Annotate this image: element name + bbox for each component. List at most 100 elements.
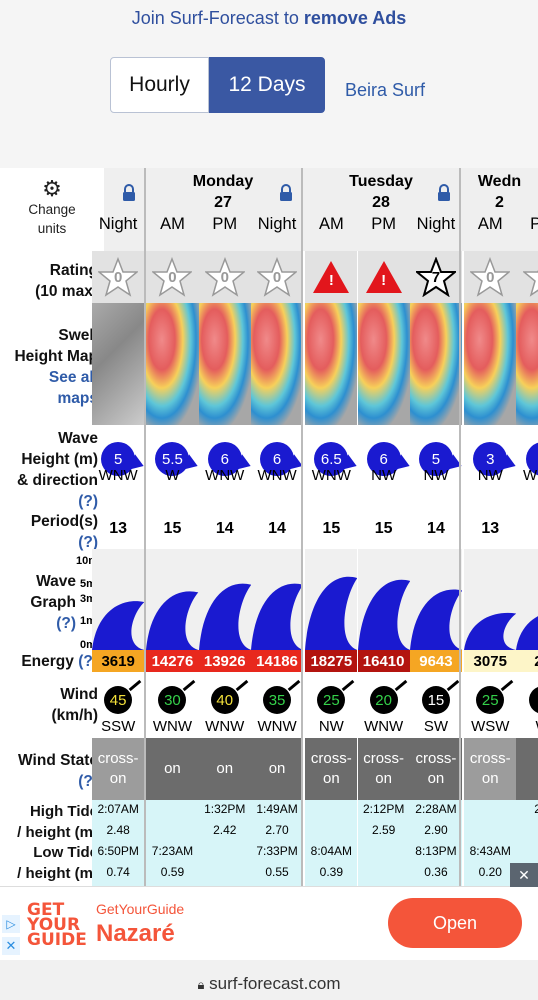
wind-cell: 35 WNW (251, 672, 303, 738)
lock-icon[interactable] (122, 184, 136, 202)
rating-cell[interactable]: 0 (516, 251, 538, 303)
swell-map-thumbnail[interactable] (146, 303, 199, 425)
tab-hourly[interactable]: Hourly (110, 57, 209, 113)
tide-value: 0.39 (319, 865, 344, 879)
ad-banner[interactable]: ▷ ✕ GET YOUR GUIDE GetYourGuide Nazaré Ope… (0, 863, 538, 960)
rating-value: 0 (113, 269, 123, 286)
wind-speed-value: 40 (216, 691, 234, 709)
rating-cell[interactable]: 0 (92, 251, 145, 303)
wind-state-value: cross- on (464, 738, 517, 800)
wave-graph-cell (92, 549, 145, 650)
address-bar[interactable]: 🔒︎ surf-forecast.com (0, 960, 538, 1000)
energy-label: Energy (?) (21, 653, 98, 670)
period-label: Night (416, 214, 456, 233)
swell-map-label: Swell Height Map (14, 327, 98, 365)
period-label: PM (212, 214, 238, 233)
wind-direction-label: WNW (152, 718, 193, 735)
lock-icon[interactable] (279, 184, 293, 202)
wave-help-link[interactable]: (?) (78, 493, 98, 510)
rating-cell[interactable]: 0 (198, 251, 251, 303)
star-icon: 0 (97, 256, 140, 297)
rating-cell[interactable]: 0 (464, 251, 517, 303)
ad-sponsor: GetYourGuide (96, 901, 185, 917)
period-value: 15 (322, 520, 341, 537)
tide-cell: 2:28AM 2.90 8:13PM 0.36 (409, 800, 463, 886)
tide-value: 8:43AM (469, 844, 511, 858)
wave-graph-cell (198, 549, 251, 650)
lock-icon[interactable] (437, 184, 451, 202)
swell-map-thumbnail[interactable] (516, 303, 538, 425)
swell-map-thumbnail[interactable] (92, 303, 145, 425)
period-label: AM (160, 214, 185, 233)
see-all-maps-link[interactable]: See all maps (48, 369, 98, 407)
star-icon: 0 (521, 257, 538, 297)
star-icon: 0 (255, 256, 299, 297)
period-value: 13 (481, 520, 500, 537)
ad-headline: Nazaré (96, 920, 175, 947)
wind-label: Wind (km/h) (51, 686, 99, 724)
wave-direction-icon: 5 (418, 442, 463, 476)
wave-graph-mark (250, 583, 304, 650)
spot-link[interactable]: Beira Surf (345, 80, 426, 100)
rating-cell[interactable]: 7 (409, 251, 463, 303)
wind-state-help-link[interactable]: (?) (78, 773, 98, 790)
rating-value: ! (328, 272, 334, 289)
period-label: AM (477, 214, 503, 233)
energy-value: 3075 (464, 650, 517, 672)
wind-state-value: cross- on (357, 738, 410, 800)
change-units-button[interactable]: ⚙ Change units (0, 168, 104, 251)
wind-speed-value: 35 (268, 691, 286, 709)
tide-value: 2:07AM (97, 802, 139, 816)
wind-direction-icon: 25 (476, 679, 514, 714)
join-link[interactable]: Join Surf-Forecast to remove Ads (0, 8, 538, 29)
wave-graph-help-link[interactable]: (?) (56, 615, 76, 632)
tide-value: 8:13PM (415, 844, 457, 858)
wave-cell: 6 WNW (251, 425, 304, 509)
forecast-column: Night 7 5 NW 14 9643 15 SW cross- on 2:28AM 2.90 8:… (409, 168, 463, 886)
wave-height-label: Wave Height (m) & direction (?) (0, 428, 104, 512)
period-label: AM (318, 214, 344, 233)
ad-open-button[interactable]: Open (388, 898, 522, 948)
wave-direction-label: WNW (98, 467, 138, 484)
swell-map-thumbnail[interactable] (357, 303, 410, 425)
swell-map-thumbnail[interactable] (464, 303, 517, 425)
wind-direction-label: W (516, 718, 538, 735)
swell-map-thumbnail[interactable] (305, 303, 358, 425)
wave-height-value: 5.5 (162, 450, 183, 468)
wind-state-value: cross- on (305, 738, 358, 800)
day-header: Tuesday 28 (303, 168, 459, 251)
rating-value: 0 (523, 269, 538, 286)
period-help-link[interactable]: (?) (78, 534, 98, 551)
wind-direction-label: WNW (205, 718, 245, 735)
wave-cell: 3 NW (464, 425, 517, 509)
wind-speed-value: 25 (481, 691, 499, 709)
gear-icon: ⚙ (42, 176, 62, 201)
wind-direction-label: WNW (364, 718, 404, 735)
rating-cell[interactable]: ! (305, 251, 358, 303)
tide-value: 0.74 (106, 865, 130, 879)
tab-12-days[interactable]: 12 Days (209, 57, 325, 113)
swell-map-thumbnail[interactable] (198, 303, 251, 425)
swell-map-thumbnail[interactable] (409, 303, 463, 425)
wave-direction-label: WNW (205, 467, 245, 484)
tide-label: High Tide / height (m) Low Tide / height (m… (17, 803, 98, 882)
wave-height-value: 6.5 (320, 450, 342, 468)
wave-direction-icon: 6.5 (314, 442, 358, 476)
wind-direction-label: SSW (101, 718, 136, 735)
rating-cell[interactable]: ! (357, 251, 410, 303)
forecast-column: AM 0 5.5 W 15 14276 30 WNW on 7:23AM 0.59 (146, 168, 199, 886)
period-value: 14 (215, 520, 234, 537)
wind-state-value: on (250, 738, 304, 800)
ad-close-icon[interactable]: ✕ (2, 937, 20, 955)
wave-graph-cell (357, 549, 410, 650)
swell-map-thumbnail[interactable] (250, 303, 304, 425)
day-separator (144, 168, 146, 886)
period-value: 13 (109, 520, 128, 537)
ad-dismiss-button[interactable]: ✕ (510, 863, 538, 887)
wind-cell: 45 SSW (92, 672, 144, 738)
wave-cell: 6 WNW (199, 425, 251, 509)
rating-cell[interactable]: 0 (250, 251, 304, 303)
ad-choices-icon[interactable]: ▷ (2, 915, 20, 933)
star-icon: 0 (203, 256, 246, 297)
rating-cell[interactable]: 0 (146, 251, 199, 303)
